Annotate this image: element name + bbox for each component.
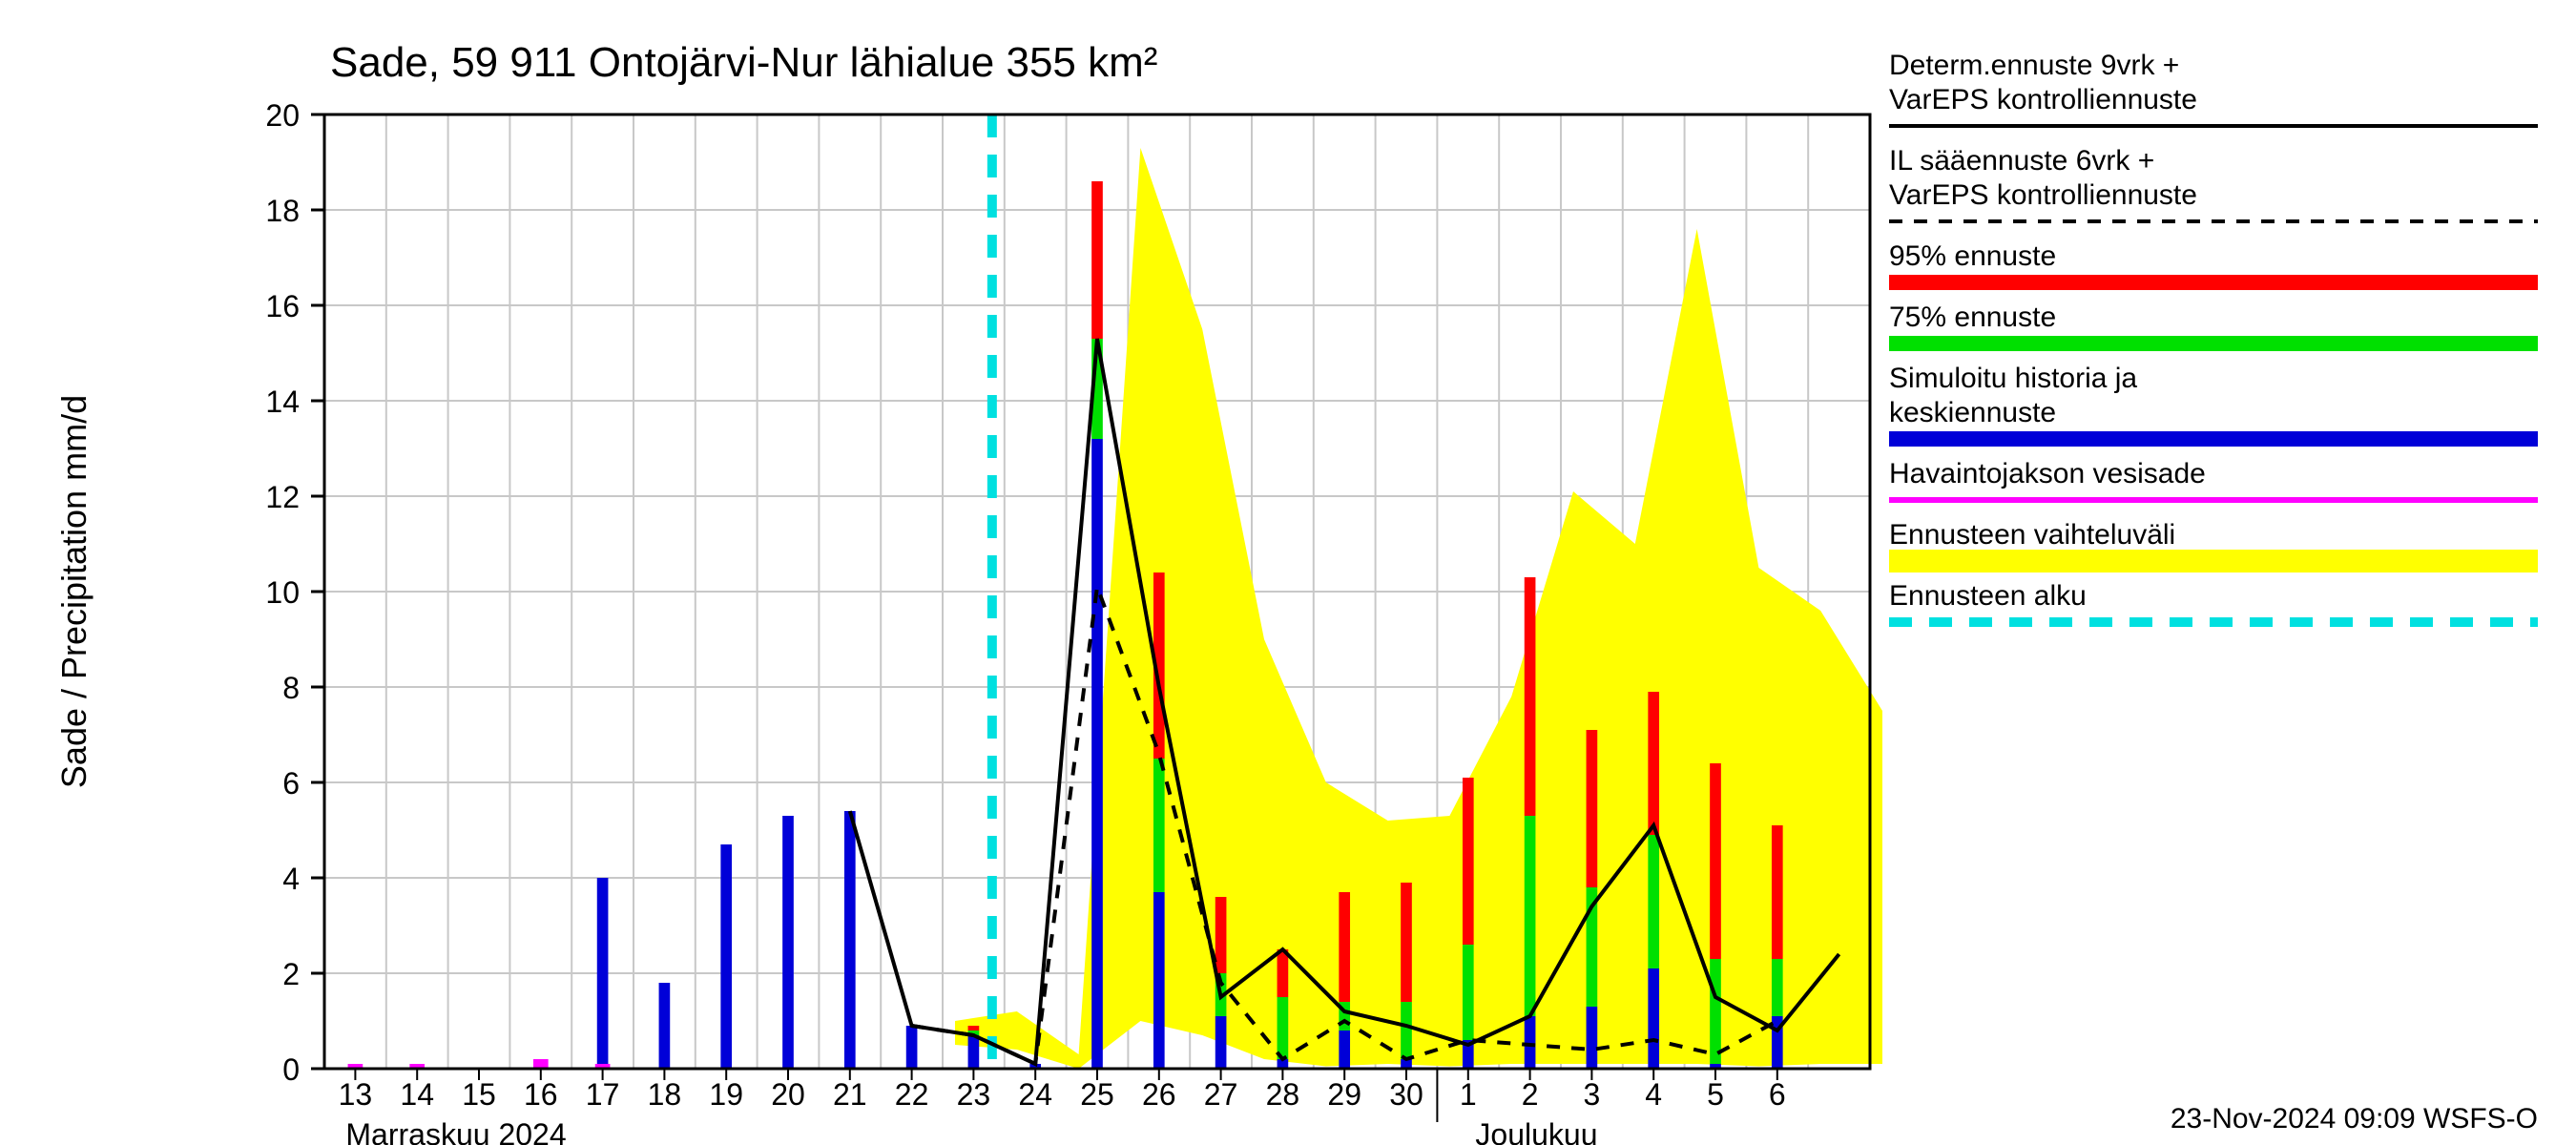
bar-mean [1587, 1007, 1598, 1069]
chart-title: Sade, 59 911 Ontojärvi-Nur lähialue 355 … [330, 39, 1157, 86]
x-tick-label: 3 [1584, 1077, 1601, 1112]
bar-75 [1278, 997, 1289, 1059]
x-tick-label: 30 [1389, 1077, 1423, 1112]
x-tick-label: 20 [771, 1077, 805, 1112]
y-tick-label: 10 [265, 575, 300, 610]
bar-mean [1648, 968, 1659, 1069]
x-tick-label: 4 [1645, 1077, 1662, 1112]
bar-95 [1401, 883, 1412, 1002]
bar-mean [1091, 439, 1103, 1069]
legend-swatch-green [1889, 336, 2538, 351]
x-tick-label: 1 [1460, 1077, 1477, 1112]
x-tick-label: 24 [1018, 1077, 1052, 1112]
x-tick-label: 2 [1522, 1077, 1539, 1112]
x-tick-label: 16 [524, 1077, 558, 1112]
bar-75 [1153, 759, 1165, 892]
x-tick-label: 18 [648, 1077, 682, 1112]
x-tick-label: 27 [1204, 1077, 1238, 1112]
chart-svg: 0246810121416182013141516171819202122232… [0, 0, 2576, 1145]
bar-95 [1525, 577, 1536, 816]
footer-timestamp: 23-Nov-2024 09:09 WSFS-O [2171, 1103, 2538, 1135]
bar-95 [1339, 892, 1350, 1002]
bar-mean [782, 816, 794, 1069]
x-tick-label: 17 [586, 1077, 620, 1112]
y-axis-label: Sade / Precipitation mm/d [54, 395, 93, 788]
legend-label: Ennusteen alku [1889, 580, 2087, 612]
bar-95 [1710, 763, 1721, 959]
legend-label: Determ.ennuste 9vrk + [1889, 50, 2179, 81]
month1-fi: Marraskuu 2024 [345, 1117, 566, 1145]
x-tick-label: 28 [1266, 1077, 1300, 1112]
x-tick-label: 14 [400, 1077, 434, 1112]
legend-swatch-red [1889, 275, 2538, 290]
x-tick-label: 25 [1080, 1077, 1114, 1112]
bar-95 [1278, 949, 1289, 997]
bar-75 [1648, 835, 1659, 968]
month2-fi: Joulukuu [1475, 1117, 1597, 1145]
x-tick-label: 19 [709, 1077, 743, 1112]
legend-label: VarEPS kontrolliennuste [1889, 179, 2197, 211]
bar-mean [844, 811, 856, 1069]
x-tick-label: 29 [1327, 1077, 1361, 1112]
legend-label: VarEPS kontrolliennuste [1889, 84, 2197, 115]
bar-mean [1215, 1016, 1227, 1069]
y-tick-label: 16 [265, 289, 300, 323]
legend-label: 75% ennuste [1889, 302, 2056, 333]
legend-label: 95% ennuste [1889, 240, 2056, 272]
y-tick-label: 20 [265, 98, 300, 133]
bar-75 [1525, 816, 1536, 1016]
precipitation-chart: 0246810121416182013141516171819202122232… [0, 0, 2576, 1145]
bar-mean [1339, 1030, 1350, 1069]
bar-mean [906, 1026, 918, 1069]
bar-mean [968, 1035, 980, 1069]
bar-mean [659, 983, 671, 1069]
legend-swatch-yellow [1889, 550, 2538, 572]
y-tick-label: 2 [282, 957, 300, 991]
y-tick-label: 6 [282, 766, 300, 801]
y-tick-label: 8 [282, 671, 300, 705]
legend-label: Simuloitu historia ja [1889, 363, 2137, 394]
bar-75 [1401, 1002, 1412, 1059]
bar-mean [1525, 1016, 1536, 1069]
x-tick-label: 15 [462, 1077, 496, 1112]
bar-75 [1772, 959, 1783, 1016]
bar-95 [1772, 825, 1783, 959]
x-tick-label: 6 [1769, 1077, 1786, 1112]
x-tick-label: 13 [339, 1077, 373, 1112]
legend-label: IL sääennuste 6vrk + [1889, 145, 2154, 177]
x-tick-label: 5 [1707, 1077, 1724, 1112]
bar-95 [1215, 897, 1227, 973]
legend-label: Havaintojakson vesisade [1889, 458, 2206, 489]
bar-95 [968, 1026, 980, 1030]
bar-75 [1463, 945, 1474, 1040]
bar-95 [1648, 692, 1659, 835]
y-tick-label: 0 [282, 1052, 300, 1087]
bar-mean [1153, 892, 1165, 1069]
legend-swatch-blue [1889, 431, 2538, 447]
bar-95 [1463, 778, 1474, 945]
y-tick-label: 14 [265, 385, 300, 419]
x-tick-label: 21 [833, 1077, 867, 1112]
y-tick-label: 18 [265, 194, 300, 228]
bar-mean [597, 878, 609, 1069]
y-tick-label: 4 [282, 862, 300, 896]
x-tick-label: 23 [957, 1077, 991, 1112]
bar-75 [1710, 959, 1721, 1064]
x-tick-label: 22 [895, 1077, 929, 1112]
bar-mean [720, 844, 732, 1069]
bar-95 [1587, 730, 1598, 887]
y-tick-label: 12 [265, 480, 300, 514]
legend-label: Ennusteen vaihteluväli [1889, 519, 2175, 551]
x-tick-label: 26 [1142, 1077, 1176, 1112]
legend-label: keskiennuste [1889, 397, 2056, 428]
bar-95 [1091, 181, 1103, 339]
